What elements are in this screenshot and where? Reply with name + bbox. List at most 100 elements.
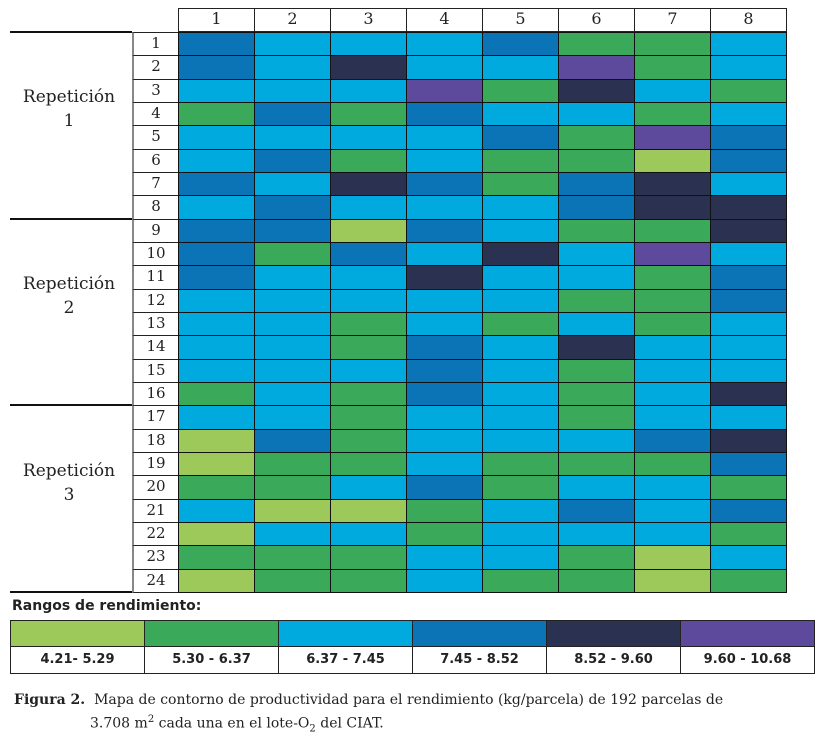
column-header: 4 [406,8,483,32]
heatmap-cell [710,311,787,337]
heatmap-cell [710,498,787,523]
heatmap-cell [254,32,331,57]
heatmap-cell [178,171,255,197]
heatmap-cell [634,148,711,173]
heatmap-cell [406,55,483,80]
group-separator [10,31,132,33]
heatmap-cell [406,101,483,127]
heatmap-cell [558,55,635,80]
heatmap-cell [482,428,559,453]
group-label-line1: Repetición [22,87,116,108]
heatmap-cell [330,358,407,383]
heatmap-cell [558,521,635,547]
heatmap-cell [634,311,711,337]
heatmap-cell [254,451,331,477]
heatmap-cell [482,171,559,197]
heatmap-cell [178,32,255,57]
heatmap-cell [634,218,711,243]
row-header: 17 [132,405,179,430]
column-header: 5 [482,8,559,32]
row-header: 3 [132,78,179,103]
legend-swatch [680,620,815,647]
heatmap-cell [710,148,787,173]
heatmap-cell [178,335,255,360]
heatmap-cell [330,78,407,103]
heatmap-cell [634,101,711,127]
heatmap-cell [634,288,711,313]
row-header: 20 [132,475,179,500]
heatmap-cell [406,381,483,407]
legend-label: 5.30 - 6.37 [144,646,279,674]
heatmap-cell [330,265,407,290]
legend-label: 4.21- 5.29 [10,646,145,674]
row-header: 11 [132,265,179,290]
heatmap-cell [330,218,407,243]
heatmap-cell [330,125,407,150]
heatmap-cell [330,101,407,127]
group-label-line2: 1 [63,111,75,132]
heatmap-cell [710,55,787,80]
group-label-line1: Repetición [22,273,116,294]
caption-text-2b: cada una en el lote-O [154,715,310,732]
heatmap-cell [482,265,559,290]
group-separator [10,404,132,407]
heatmap-cell [710,195,787,220]
heatmap-cell [254,125,331,150]
figure-caption: Figura 2. Mapa de contorno de productivi… [14,690,819,739]
row-header: 6 [132,148,179,173]
group-label-line2: 2 [63,297,75,318]
row-header: 16 [132,381,179,407]
heatmap-cell [406,218,483,243]
heatmap-cell [330,171,407,197]
heatmap-cell [558,405,635,430]
heatmap-cell [482,358,559,383]
heatmap-cell [178,218,255,243]
heatmap-cell [482,335,559,360]
row-header: 2 [132,55,179,80]
heatmap-cell [330,311,407,337]
heatmap-cell [178,265,255,290]
heatmap-cell [406,288,483,313]
heatmap-cell [178,428,255,453]
heatmap-cell [634,428,711,453]
heatmap-cell [558,195,635,220]
heatmap-cell [254,405,331,430]
column-header: 7 [634,8,711,32]
heatmap-cell [710,32,787,57]
heatmap-cell [710,568,787,593]
heatmap-cell [710,241,787,267]
legend-title: Rangos de rendimiento: [12,598,202,614]
heatmap-cell [406,521,483,547]
heatmap-cell [710,335,787,360]
heatmap-cell [330,475,407,500]
heatmap-cell [558,311,635,337]
heatmap-cell [634,335,711,360]
heatmap-cell [330,195,407,220]
heatmap-cell [634,381,711,407]
heatmap-cell [558,498,635,523]
group-label-line2: 3 [63,484,75,505]
heatmap-cell [330,55,407,80]
heatmap-cell [330,405,407,430]
heatmap-cell [558,148,635,173]
heatmap-cell [558,101,635,127]
row-header: 12 [132,288,179,313]
heatmap-cell [406,265,483,290]
heatmap-cell [558,335,635,360]
heatmap-cell [710,381,787,407]
heatmap-cell [482,521,559,547]
legend-swatch [10,620,145,647]
heatmap-cell [634,241,711,267]
heatmap-cell [254,265,331,290]
caption-line-2: 3.708 m2 cada una en el lote-O2 del CIAT… [14,710,819,739]
legend-label: 9.60 - 10.68 [680,646,815,674]
heatmap-cell [710,218,787,243]
heatmap-cell [482,195,559,220]
heatmap-cell [406,498,483,523]
row-header: 19 [132,451,179,477]
heatmap-cell [406,148,483,173]
row-header: 21 [132,498,179,523]
heatmap-cell [178,381,255,407]
heatmap-cell [634,521,711,547]
heatmap-cell [178,545,255,570]
